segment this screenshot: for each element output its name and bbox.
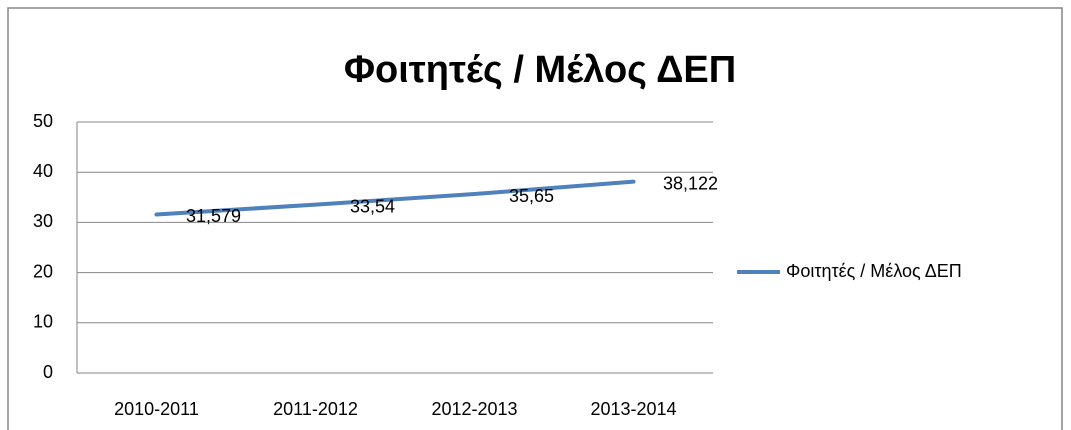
y-tick-label: 0: [43, 362, 53, 382]
data-label: 38,122: [663, 173, 718, 193]
chart-frame: [7, 7, 1063, 430]
y-tick-label: 40: [33, 161, 53, 181]
x-tick-label: 2010-2011: [114, 399, 199, 419]
y-tick-label: 20: [33, 261, 53, 281]
y-tick-label: 30: [33, 211, 53, 231]
data-label: 31,579: [186, 206, 241, 226]
x-tick-label: 2011-2012: [273, 399, 358, 419]
x-tick-label: 2012-2013: [431, 399, 517, 419]
data-label: 33,54: [350, 196, 395, 216]
chart-title: Φοιτητές / Μέλος ΔΕΠ: [344, 49, 736, 91]
data-label: 35,65: [509, 186, 554, 206]
legend-label: Φοιτητές / Μέλος ΔΕΠ: [786, 261, 962, 281]
series-line: [154, 179, 636, 217]
x-tick-label: 2013-2014: [590, 399, 676, 419]
y-tick-label: 50: [33, 111, 53, 131]
y-tick-label: 10: [33, 312, 53, 332]
